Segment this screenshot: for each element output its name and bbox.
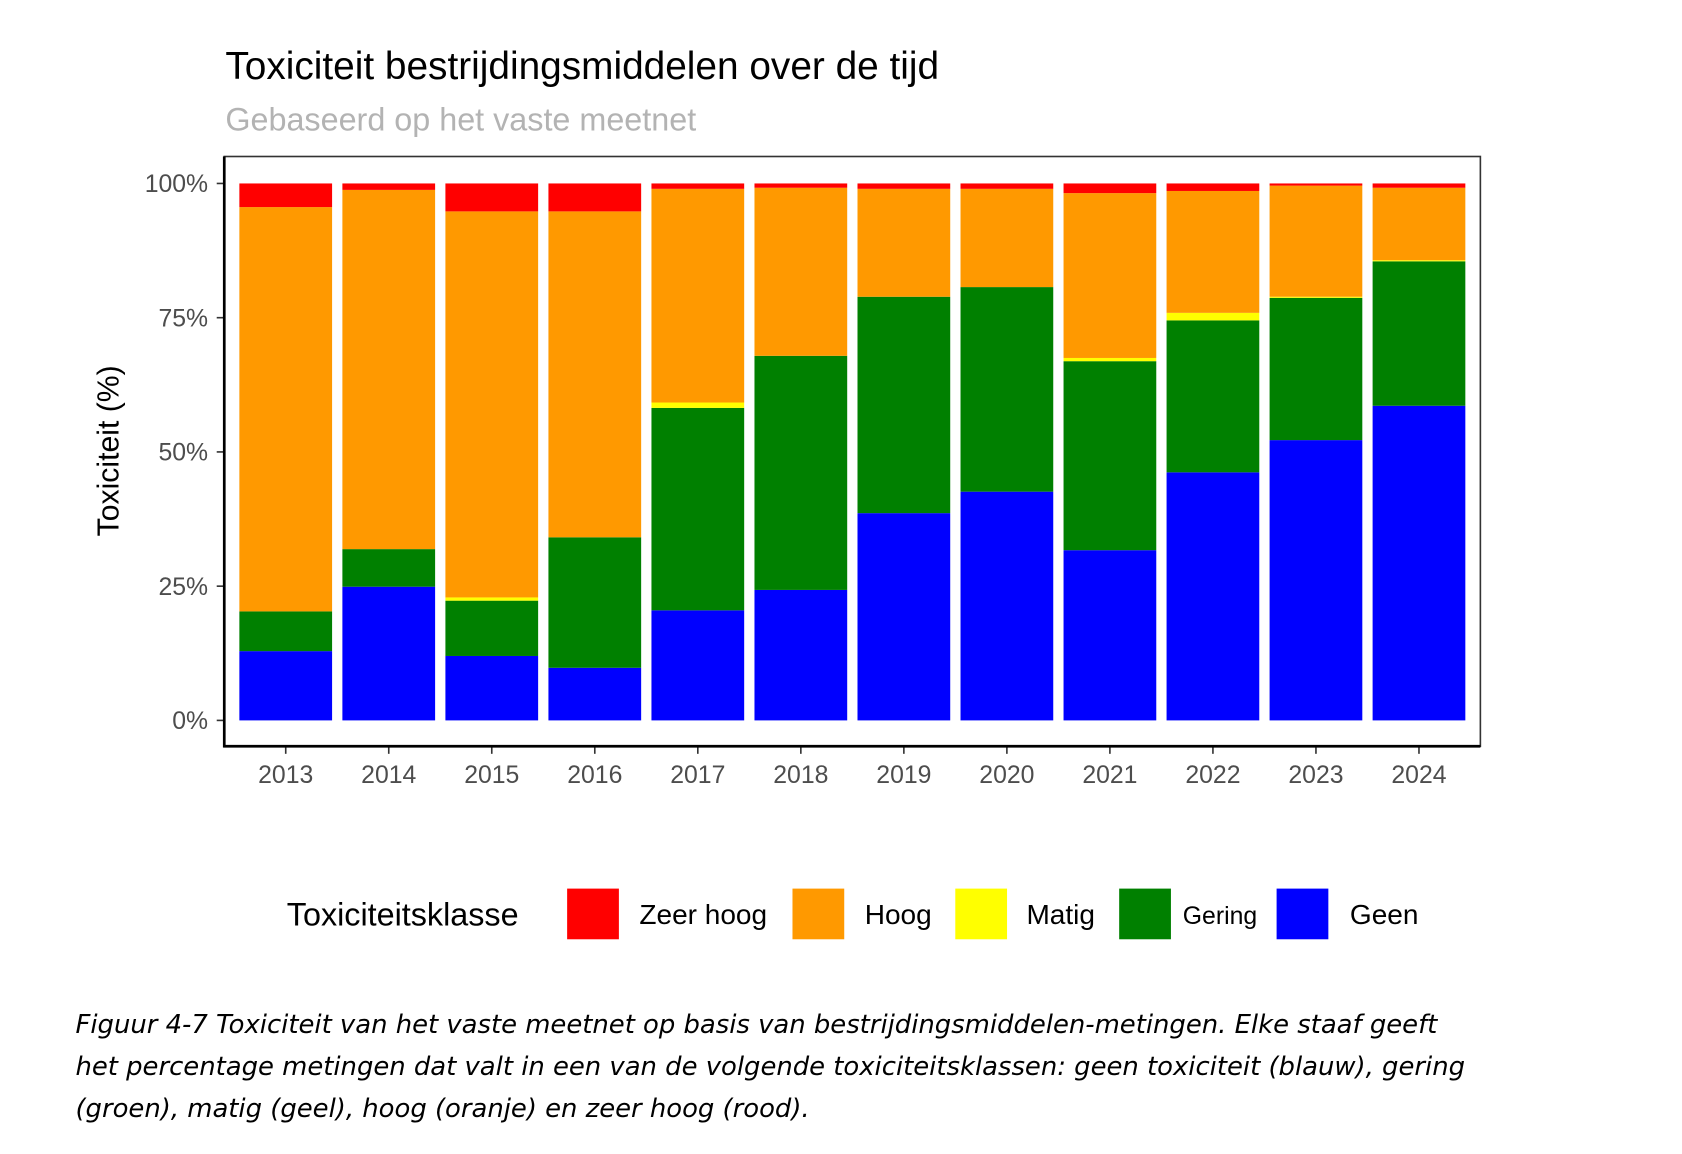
bar-segment-matig-2023: [1269, 296, 1363, 298]
bar-segment-hoog-2023: [1269, 185, 1363, 297]
y-tick-label: 50%: [158, 440, 208, 467]
x-tick-label: 2024: [1391, 762, 1446, 789]
bar-segment-gering-2013: [239, 611, 333, 652]
bar-segment-hoog-2014: [342, 189, 436, 550]
x-axis: 2013 2014 2015 2016 2017 2018 2019 2020 2021 2022…: [258, 746, 1447, 789]
bar-segment-gering-2017: [651, 407, 745, 611]
bar-segment-geen-2020: [960, 491, 1054, 721]
y-tick-label: 100%: [145, 171, 208, 198]
y-tick-label: 0%: [172, 708, 208, 735]
bar-segment-zeer-hoog-2013: [239, 183, 333, 208]
legend-key-hoog: [792, 888, 845, 940]
x-tick-label: 2023: [1288, 762, 1343, 789]
legend-key-zeer-hoog: [567, 888, 619, 940]
y-tick-label: 25%: [158, 574, 208, 601]
bar-segment-gering-2016: [548, 537, 642, 668]
bar-segment-geen-2019: [857, 513, 951, 721]
bar-segment-hoog-2024: [1372, 187, 1466, 261]
caption: Figuur 4-7 Toxiciteit van het vaste meet…: [75, 1010, 1465, 1124]
bar-segment-hoog-2021: [1063, 193, 1157, 358]
bar-segment-matig-2021: [1063, 357, 1157, 362]
bar-segment-matig-2022: [1166, 312, 1260, 321]
bar-segment-geen-2015: [445, 655, 539, 721]
bar-segment-geen-2017: [651, 610, 745, 721]
chart-title: Toxiciteit bestrijdingsmiddelen over de …: [225, 45, 939, 88]
bar-segment-gering-2024: [1372, 261, 1466, 406]
bar-segment-gering-2014: [342, 549, 436, 587]
bar-segment-geen-2018: [754, 589, 848, 721]
bar-segment-geen-2021: [1063, 550, 1157, 721]
bar-segment-zeer-hoog-2014: [342, 183, 436, 190]
bar-segment-geen-2016: [548, 667, 642, 721]
bar-segment-gering-2015: [445, 600, 539, 656]
bar-segment-hoog-2015: [445, 211, 539, 598]
x-tick-label: 2016: [567, 762, 622, 789]
bar-segment-zeer-hoog-2020: [960, 183, 1054, 189]
legend-label: Gering: [1183, 903, 1257, 930]
chart-subtitle: Gebaseerd op het vaste meetnet: [225, 102, 696, 138]
legend-key-geen: [1276, 888, 1329, 940]
bar-segment-matig-2015: [445, 597, 539, 601]
bar-segment-hoog-2019: [857, 188, 951, 297]
bar-segment-zeer-hoog-2024: [1372, 183, 1466, 188]
bar-segment-geen-2022: [1166, 472, 1260, 721]
legend-key-matig: [955, 888, 1008, 940]
bar-segment-geen-2013: [239, 651, 333, 721]
bar-segment-zeer-hoog-2022: [1166, 183, 1260, 191]
bar-segment-geen-2024: [1372, 405, 1466, 721]
x-tick-label: 2021: [1082, 762, 1137, 789]
bar-segment-hoog-2022: [1166, 190, 1260, 313]
bar-segment-zeer-hoog-2019: [857, 183, 951, 189]
bar-segment-gering-2019: [857, 296, 951, 514]
legend-label: Geen: [1350, 899, 1419, 930]
legend: Zeer hoog Hoog Matig Gering Geen: [567, 888, 1419, 940]
bar-segment-zeer-hoog-2016: [548, 183, 642, 212]
x-tick-label: 2018: [773, 762, 828, 789]
bar-segment-hoog-2016: [548, 211, 642, 538]
bar-segment-zeer-hoog-2023: [1269, 183, 1363, 186]
bar-segment-hoog-2013: [239, 207, 333, 612]
x-tick-label: 2017: [670, 762, 725, 789]
bar-segment-zeer-hoog-2021: [1063, 183, 1157, 194]
bars: [239, 183, 1466, 721]
bar-segment-zeer-hoog-2015: [445, 183, 539, 212]
caption-line: (groen), matig (geel), hoog (oranje) en …: [75, 1094, 809, 1124]
legend-label: Matig: [1026, 899, 1095, 930]
bar-segment-gering-2022: [1166, 320, 1260, 473]
caption-line: het percentage metingen dat valt in een …: [75, 1052, 1465, 1082]
x-tick-label: 2013: [258, 762, 313, 789]
y-tick-label: 75%: [158, 305, 208, 332]
x-tick-label: 2015: [464, 762, 519, 789]
legend-key-gering: [1119, 888, 1171, 940]
caption-line: Figuur 4-7 Toxiciteit van het vaste meet…: [75, 1010, 1438, 1040]
bar-segment-gering-2020: [960, 287, 1054, 492]
bar-segment-hoog-2017: [651, 188, 745, 403]
bar-segment-matig-2024: [1372, 260, 1466, 262]
x-tick-label: 2014: [361, 762, 416, 789]
x-tick-label: 2020: [979, 762, 1034, 789]
bar-segment-geen-2014: [342, 586, 436, 721]
bar-segment-matig-2017: [651, 402, 745, 408]
x-tick-label: 2019: [876, 762, 931, 789]
legend-label: Hoog: [865, 899, 932, 930]
bar-segment-zeer-hoog-2018: [754, 183, 848, 188]
legend-title: Toxiciteitsklasse: [287, 896, 519, 932]
bar-segment-zeer-hoog-2017: [651, 183, 745, 189]
bar-segment-gering-2023: [1269, 297, 1363, 441]
bar-segment-hoog-2018: [754, 187, 848, 356]
y-axis-label: Toxiciteit (%): [93, 365, 126, 536]
bar-segment-gering-2018: [754, 355, 848, 590]
y-axis: 0% 25% 50% 75% 100%: [145, 171, 225, 735]
bar-segment-hoog-2020: [960, 188, 1054, 288]
bar-segment-gering-2021: [1063, 361, 1157, 551]
legend-label: Zeer hoog: [639, 899, 767, 930]
bar-segment-geen-2023: [1269, 440, 1363, 721]
x-tick-label: 2022: [1185, 762, 1240, 789]
